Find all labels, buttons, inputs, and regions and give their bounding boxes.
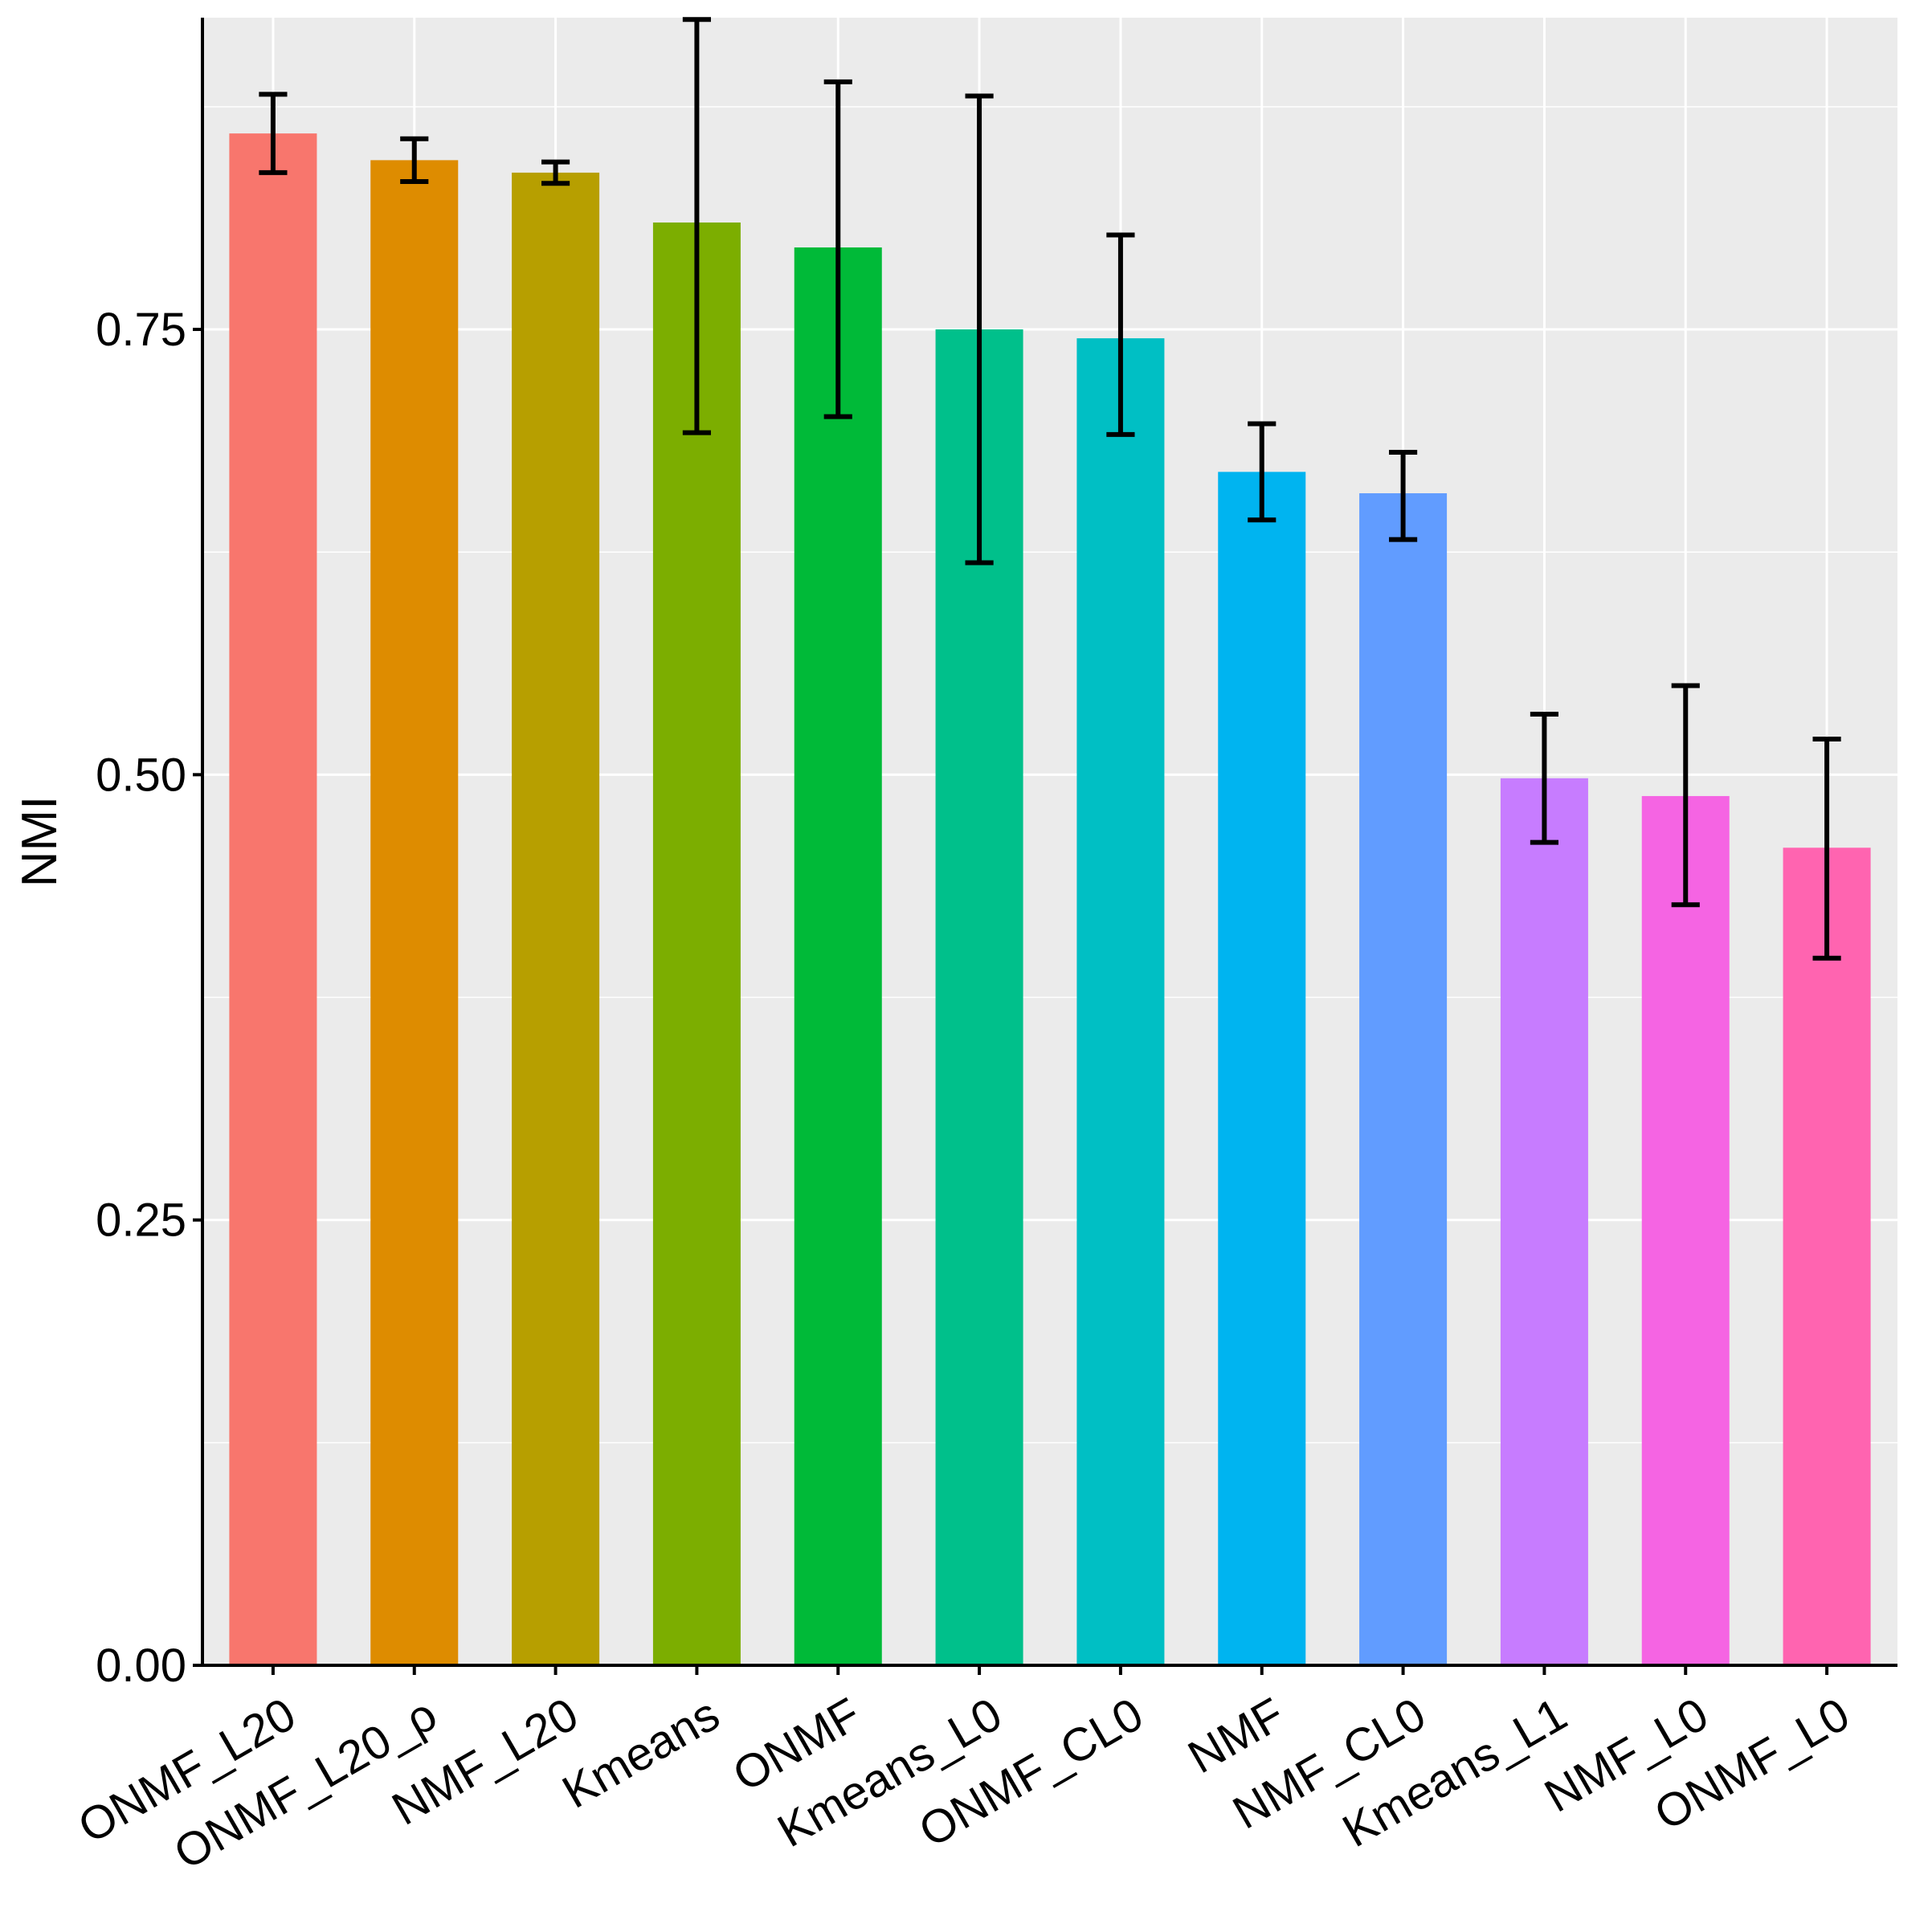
- errorbar-5: [965, 93, 994, 566]
- bar-1: [370, 160, 459, 1665]
- bar-6: [1076, 338, 1165, 1665]
- bar-10: [1641, 795, 1730, 1665]
- errorbar-1: [400, 136, 429, 184]
- minor-gridlines: [202, 106, 1897, 1444]
- x-tick-label-3: Kmeans: [553, 1688, 728, 1819]
- y-tick-label-3: 0.75: [96, 304, 186, 356]
- y-tick-label-1: 0.25: [96, 1195, 186, 1247]
- errorbar-3: [682, 17, 711, 435]
- y-tick-label-0: 0.00: [96, 1640, 186, 1692]
- y-tick-label-2: 0.50: [96, 749, 186, 801]
- bar-2: [512, 172, 600, 1665]
- bar-4: [794, 247, 882, 1665]
- errorbar-9: [1530, 711, 1558, 845]
- errorbars-group: [259, 17, 1841, 961]
- bar-11: [1783, 848, 1871, 1665]
- y-axis-ticks: 0.00 0.25 0.50 0.75: [96, 304, 202, 1692]
- y-axis-title: NMI: [12, 796, 67, 888]
- bar-9: [1500, 778, 1588, 1666]
- bar-7: [1218, 472, 1306, 1665]
- errorbar-11: [1812, 737, 1841, 961]
- bars-group: [229, 133, 1871, 1666]
- errorbar-6: [1106, 232, 1135, 437]
- errorbar-4: [823, 79, 852, 419]
- bar-0: [229, 133, 317, 1666]
- bar-8: [1359, 493, 1448, 1666]
- x-axis-ticks: ONMF_L20ONMF_L20_ρNMF_L20KmeansONMFKmean…: [70, 1665, 1858, 1880]
- bar-3: [652, 222, 741, 1665]
- errorbar-8: [1389, 450, 1418, 542]
- errorbar-10: [1671, 683, 1700, 908]
- axes-group: [201, 18, 1897, 1667]
- plot-panel-background: [202, 18, 1897, 1665]
- errorbar-7: [1248, 421, 1276, 523]
- errorbar-2: [541, 159, 570, 186]
- errorbar-0: [259, 92, 288, 175]
